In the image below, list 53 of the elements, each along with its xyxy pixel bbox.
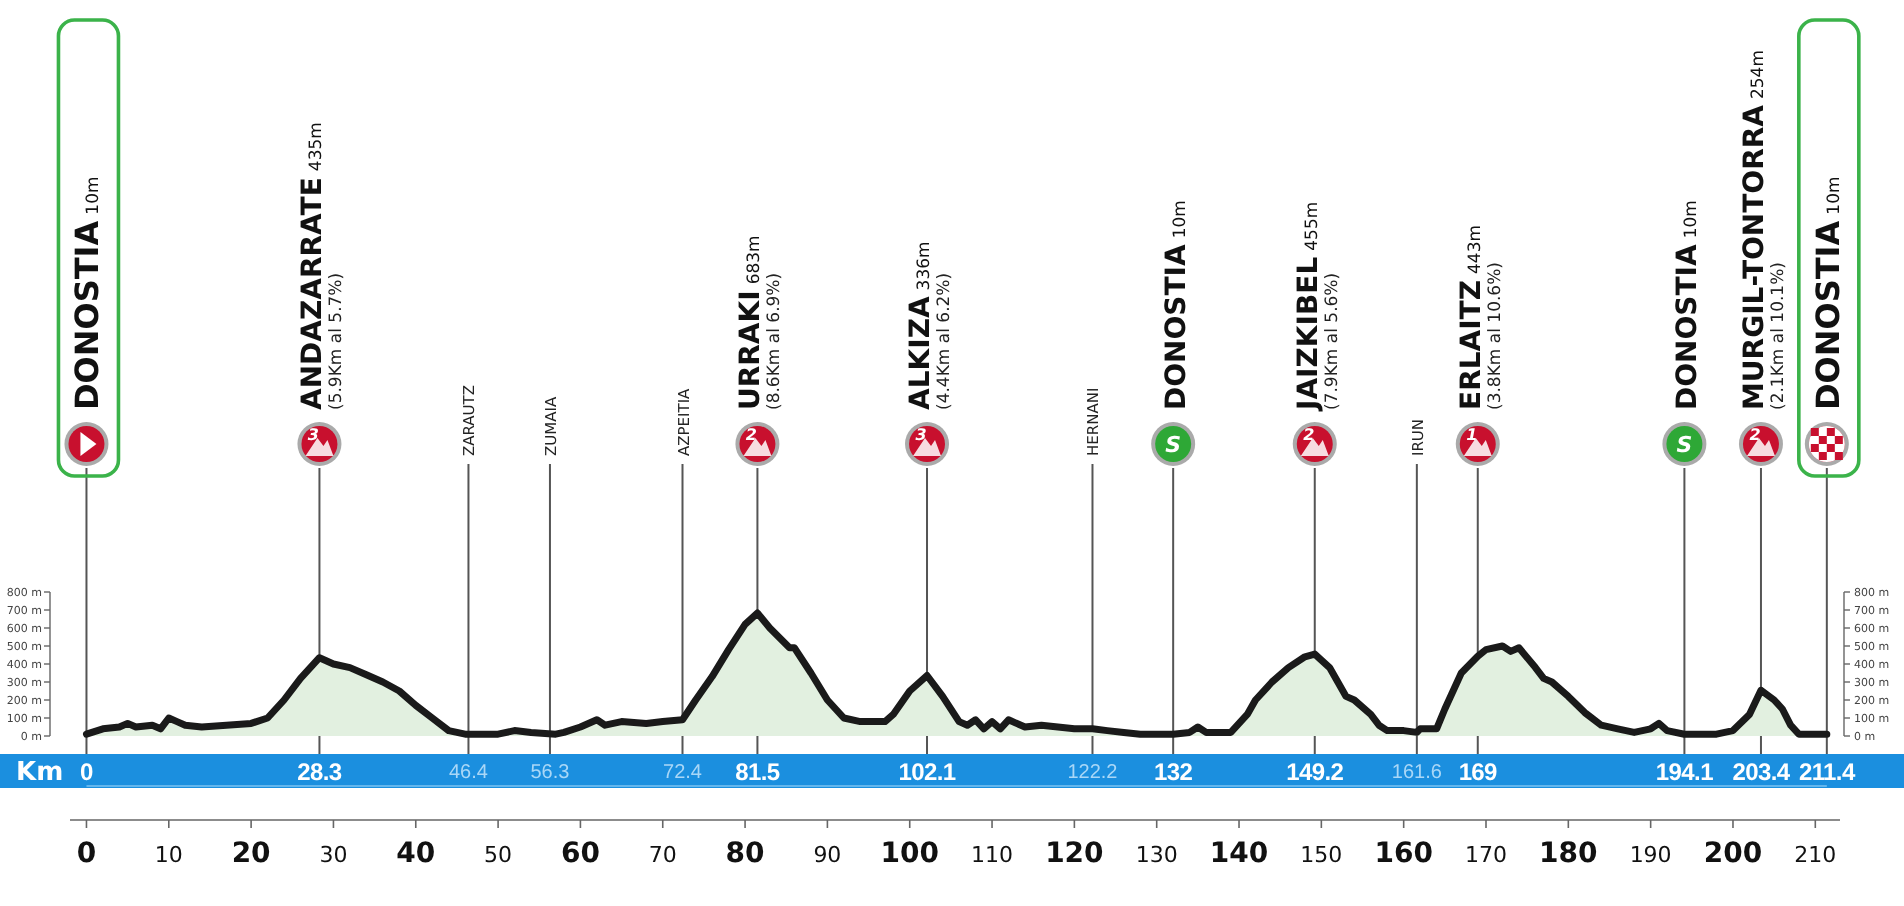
x2-tick-label: 56.3: [530, 762, 571, 785]
mountain-icon: 1: [1455, 422, 1500, 466]
mountain-icon: 2: [1292, 422, 1337, 466]
x-tick-label: 140: [1209, 838, 1269, 870]
x-tick-label: 160: [1374, 838, 1434, 870]
ref-line-label: DONOSTIA 10m: [1808, 176, 1847, 410]
x-tick-label: 180: [1539, 838, 1599, 870]
x2-tick-label: 161.6: [1391, 762, 1443, 785]
x-tick-label: 30: [319, 842, 348, 868]
x2-tick-label: 194.1: [1655, 757, 1715, 786]
x-tick-label: 170: [1465, 842, 1507, 868]
x2-tick-label: 169: [1458, 757, 1499, 786]
mountain-icon: 2: [735, 422, 780, 466]
x2-tick-label: 211.4: [1798, 757, 1856, 786]
text: JAIZKIBEL 455m (7.9Km al 5.6%): [1292, 201, 1343, 410]
x2-tick-label: 72.4: [663, 762, 703, 785]
x2-tick-label: 149.2: [1286, 757, 1345, 786]
ref-line-label: DONOSTIA 10m: [68, 176, 107, 410]
x-tick-label: 0: [76, 838, 97, 870]
mountain-icon: 2: [1738, 422, 1783, 466]
ref-line-label: DONOSTIA 10m: [1672, 200, 1705, 410]
x-tick-label: 200: [1703, 838, 1763, 870]
x-tick-label: 20: [231, 838, 272, 870]
sprint-icon: S: [1662, 422, 1707, 466]
x-tick-label: 110: [971, 842, 1014, 868]
x-tick-label: 210: [1794, 842, 1837, 868]
x2-tick-label: 132: [1154, 757, 1194, 786]
x-tick-label: 10: [154, 842, 183, 868]
x-tick-label: 50: [484, 842, 513, 868]
x-tick-label: 60: [560, 838, 601, 870]
ref-line-label: DONOSTIA 10m: [1161, 200, 1194, 410]
x2-tick-label: 81.5: [735, 757, 781, 786]
sprint-icon: S: [1151, 422, 1196, 466]
x2-tick-label: 0: [80, 757, 95, 786]
x2-tick-label: 122.2: [1067, 762, 1119, 785]
x2-tick-label: 102.1: [898, 757, 957, 786]
mountain-icon: 3: [297, 422, 342, 466]
x-tick-label: 120: [1045, 838, 1105, 870]
x2-tick-label: 28.3: [297, 757, 343, 786]
x-tick-label: 130: [1135, 842, 1178, 868]
x-tick-label: 190: [1629, 842, 1672, 868]
x-tick-label: 40: [396, 838, 436, 870]
text: ANDAZARRATE 435m (5.9Km al 5.7%): [297, 122, 348, 410]
x-tick-label: 90: [813, 842, 842, 868]
mountain-icon: 3: [905, 422, 949, 466]
text: MURGIL-TONTORRA 254m (2.1Km al 10.1%): [1738, 50, 1789, 410]
x2-tick-label: 46.4: [448, 762, 489, 785]
x-tick-label: 80: [725, 838, 766, 870]
x2-axis-title: Km: [16, 758, 64, 789]
x-tick-label: 100: [880, 838, 940, 870]
x-tick-label: 150: [1300, 842, 1343, 868]
x2-tick-label: 203.4: [1732, 757, 1791, 786]
x-tick-label: 70: [648, 842, 677, 868]
